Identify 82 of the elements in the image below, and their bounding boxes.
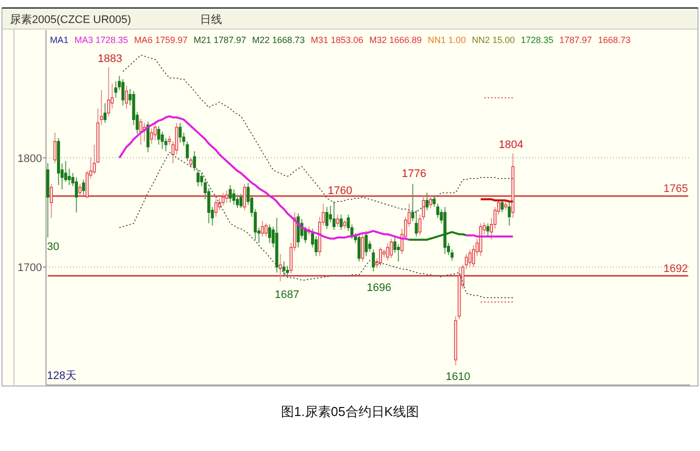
annotation: M21 1787.97 [194,35,246,45]
candlestick [364,230,368,257]
annotation: 1668.73 [598,35,630,45]
candlestick [222,192,225,206]
y-tick-label: 1800 [18,152,42,165]
annotation: 1760 [328,185,352,197]
candlestick [426,192,429,211]
candlestick [160,131,164,150]
candlestick [468,249,472,268]
text: 日线 [200,13,222,26]
annotation: MA6 1759.97 [134,35,188,45]
candlestick [432,196,436,208]
candlestick [189,157,192,168]
candlestick [508,200,511,226]
candlestick [178,122,182,144]
candlestick [157,126,160,146]
annotation: M31 1853.06 [310,35,364,45]
candlestick [68,168,71,186]
candlestick [414,210,418,237]
annotation: NN2 15.00 [472,35,515,45]
annotation: M32 1666.89 [369,35,422,45]
annotation: 1728.35 [520,35,554,45]
candlestick [78,184,82,197]
candlestick [332,200,336,230]
candlestick [154,122,157,141]
annotation: 1687 [274,289,300,301]
candlestick [386,242,390,261]
candlestick [325,206,328,230]
annotation: 1776 [402,168,426,180]
annotation: 1696 [366,282,392,294]
candlestick [225,190,228,204]
candlestick [50,184,53,218]
candlestick [82,179,86,196]
candlestick [286,265,290,278]
chart-subtitle: 尿素2005(CZCE UR005) [10,13,132,26]
candlestick [379,246,382,266]
candlestick [146,121,150,153]
text: 图1.尿素05合约日K线图 [281,404,419,419]
candlestick [260,220,264,237]
annotation: 1804 [498,139,524,151]
annotation: 1610 [446,371,470,383]
annotation: 128天 [47,370,76,382]
series-label: 1765 [664,183,688,196]
candlestick [268,224,272,244]
candlestick [74,176,78,213]
candlestick [396,244,400,262]
candlestick [124,85,128,110]
candlestick [186,140,189,162]
candlestick [107,66,110,117]
candlestick [228,184,232,204]
candlestick [336,214,340,228]
candlestick [104,102,107,124]
candlestick [282,261,286,276]
annotation: MA1 [50,35,69,45]
candlestick [390,238,393,259]
candlestick [192,150,196,172]
candlestick [372,249,375,272]
candlestick [232,188,236,206]
candlestick [278,253,282,282]
candlestick [411,184,414,222]
candlestick [53,132,56,164]
annotation: MA3 1728.35 [74,35,128,45]
candlestick [486,222,490,237]
annotation: 1787.97 [559,35,592,45]
annotation: 1883 [98,53,122,65]
annotation: M22 1668.73 [252,35,305,45]
candlestick [214,198,218,218]
candlestick [340,214,343,230]
candlestick [150,128,154,144]
candlestick [139,118,142,146]
candlestick [121,78,124,106]
candlestick [500,198,504,213]
annotation: 30 [47,241,60,253]
candlestick [264,222,268,237]
candlestick [358,234,361,262]
annotation: NN1 1.00 [428,35,466,45]
candlestick [243,184,246,211]
candlestick [361,234,364,262]
series-label: 1692 [664,262,688,275]
candlestick [239,193,242,209]
candlestick [196,169,200,187]
y-tick-label: 1700 [18,262,42,274]
